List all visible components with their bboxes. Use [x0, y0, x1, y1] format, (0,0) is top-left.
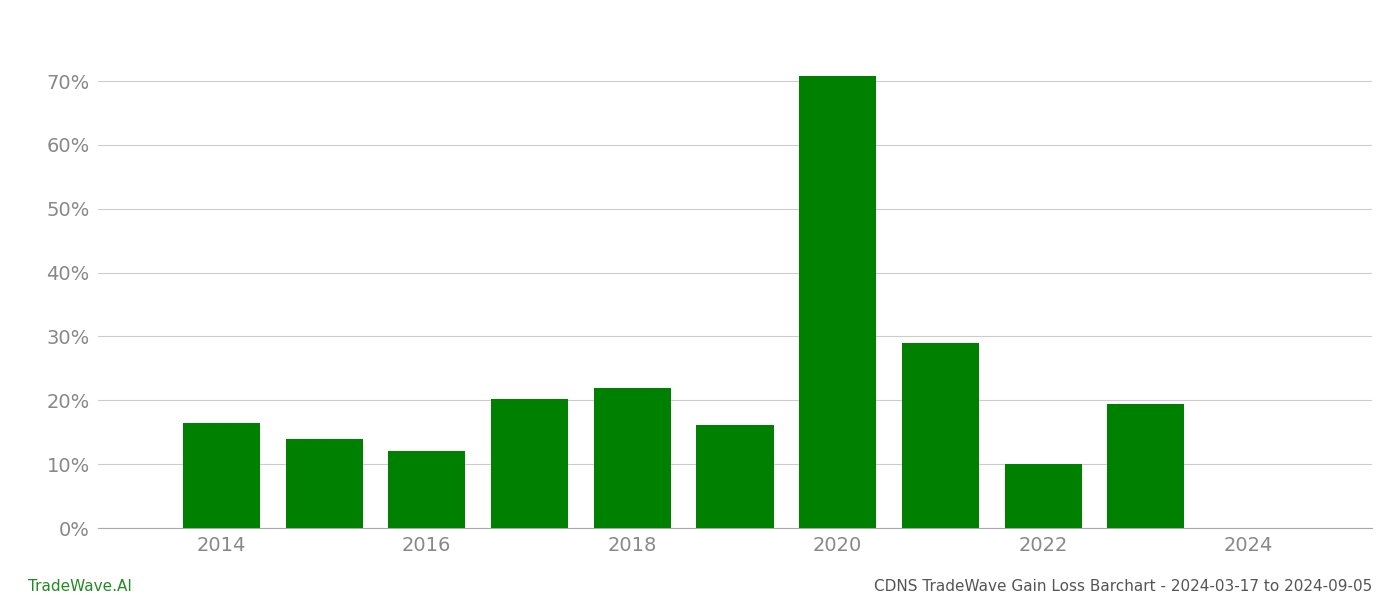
Bar — [1107, 403, 1184, 528]
Text: TradeWave.AI: TradeWave.AI — [28, 579, 132, 594]
Bar — [902, 343, 979, 528]
Bar — [388, 451, 465, 528]
Bar — [491, 399, 568, 528]
Bar — [799, 76, 876, 528]
Bar — [1005, 464, 1082, 528]
Bar — [286, 439, 363, 528]
Bar — [696, 425, 774, 528]
Text: CDNS TradeWave Gain Loss Barchart - 2024-03-17 to 2024-09-05: CDNS TradeWave Gain Loss Barchart - 2024… — [874, 579, 1372, 594]
Bar — [183, 422, 260, 528]
Bar — [594, 388, 671, 528]
